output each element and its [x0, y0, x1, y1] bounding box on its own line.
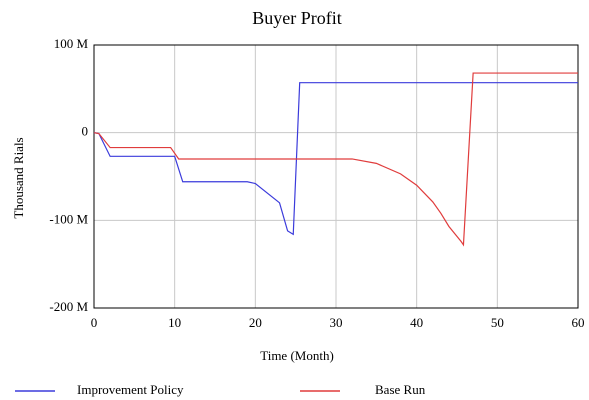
plot-frame [93, 44, 579, 309]
x-axis-label: Time (Month) [260, 348, 334, 363]
y-tick-label: -100 M [49, 211, 88, 226]
x-tick-label: 60 [572, 315, 585, 330]
series-line [93, 82, 578, 236]
y-axis-label: Thousand Rials [11, 137, 26, 218]
series-line [93, 72, 578, 247]
x-tick-label: 50 [491, 315, 504, 330]
legend-label: Base Run [375, 382, 426, 397]
y-tick-label: 100 M [54, 36, 89, 51]
y-tick-label: 0 [82, 124, 89, 139]
x-tick-label: 10 [168, 315, 181, 330]
x-tick-label: 0 [91, 315, 98, 330]
x-tick-label: 30 [330, 315, 343, 330]
chart-title: Buyer Profit [252, 8, 342, 28]
legend-label: Improvement Policy [77, 382, 184, 397]
y-tick-label: -200 M [49, 299, 88, 314]
x-tick-label: 20 [249, 315, 262, 330]
x-tick-label: 40 [410, 315, 423, 330]
